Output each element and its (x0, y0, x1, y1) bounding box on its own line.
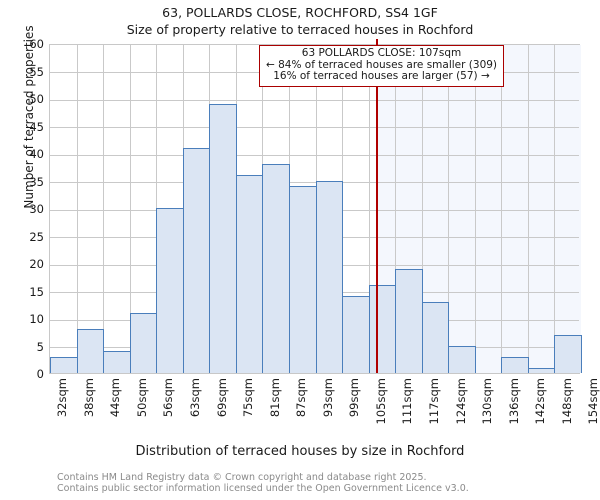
property-marker-line (50, 39, 579, 373)
y-tick-label: 50 (29, 92, 44, 106)
x-tick-label: 154sqm (586, 378, 600, 425)
histogram-bar (554, 334, 582, 373)
gridline-vertical (422, 45, 423, 373)
gridline-vertical (528, 45, 529, 373)
x-tick-label: 75sqm (241, 378, 256, 418)
attribution-footer: Contains HM Land Registry data © Crown c… (57, 472, 577, 494)
gridline-vertical (475, 45, 476, 373)
y-tick-label: 5 (36, 339, 44, 354)
y-tick-label: 45 (29, 119, 44, 134)
x-tick-label: 87sqm (294, 378, 309, 418)
x-tick-label: 136sqm (506, 378, 521, 425)
x-tick-label: 99sqm (347, 378, 362, 418)
y-tick-label: 60 (29, 37, 44, 51)
gridline-vertical (448, 45, 449, 373)
y-tick-label: 20 (29, 257, 44, 271)
x-tick-label: 93sqm (320, 378, 335, 418)
histogram-bar (77, 329, 104, 373)
x-tick-label: 111sqm (400, 378, 415, 425)
histogram-bar (395, 268, 423, 373)
footer-line-2: Contains public sector information licen… (57, 483, 469, 494)
x-tick-label: 130sqm (480, 378, 495, 425)
plot-area (49, 39, 582, 374)
x-tick-label: 44sqm (108, 378, 123, 418)
histogram-bars (50, 45, 582, 373)
histogram-bar (422, 301, 449, 373)
y-tick-label: 55 (29, 64, 44, 79)
gridline-horizontal (50, 99, 579, 101)
gridline-vertical (501, 45, 502, 373)
page-subtitle: Size of property relative to terraced ho… (126, 22, 474, 37)
gridline-vertical (554, 45, 555, 373)
x-tick-label: 69sqm (214, 378, 229, 418)
x-axis-ticks: 32sqm 38sqm 44sqm 50sqm 56sqm 63sqm 69sqm 75sqm… (49, 378, 600, 440)
histogram-bar (183, 147, 210, 373)
histogram-bar (501, 356, 529, 373)
x-tick-label: 32sqm (55, 378, 70, 418)
y-tick-label: 30 (29, 202, 44, 216)
x-tick-label: 124sqm (453, 378, 468, 425)
x-tick-label: 148sqm (559, 378, 574, 425)
gridline-vertical (130, 45, 131, 373)
x-tick-label: 81sqm (267, 378, 282, 418)
gridline-vertical (77, 45, 78, 373)
x-tick-label: 50sqm (134, 378, 149, 418)
histogram-bar (448, 345, 476, 373)
x-tick-label: 105sqm (373, 378, 388, 425)
gridline-horizontal (50, 154, 579, 156)
marker-connector (376, 39, 379, 45)
annotation-line-1: 63 POLLARDS CLOSE: 107sqm (301, 47, 462, 59)
y-tick-label: 25 (29, 229, 44, 244)
histogram-bar (316, 180, 343, 373)
y-axis-ticks: 0 5 10 15 20 25 30 35 40 45 50 55 60 (0, 38, 44, 380)
annotation-line-3: 16% of terraced houses are larger (57) → (273, 70, 490, 83)
gridline-vertical (103, 45, 104, 373)
property-annotation-box: 63 POLLARDS CLOSE: 107sqm ← 84% of terra… (259, 45, 504, 87)
y-axis-label: Number of terraced properties (22, 25, 36, 209)
y-tick-label: 0 (36, 367, 44, 381)
y-tick-label: 10 (29, 312, 44, 326)
vertical-marker-line (376, 45, 379, 373)
gridline-horizontal (50, 127, 579, 128)
histogram-bar (156, 208, 184, 373)
x-tick-label: 38sqm (81, 378, 96, 418)
histogram-bar (369, 285, 396, 373)
gridline-horizontal (50, 182, 579, 183)
page-title: 63, POLLARDS CLOSE, ROCHFORD, SS4 1GF (162, 5, 438, 20)
x-tick-label: 63sqm (188, 378, 203, 418)
y-tick-label: 15 (29, 284, 44, 299)
y-tick-label: 40 (29, 147, 44, 161)
x-tick-label: 56sqm (161, 378, 176, 418)
x-axis-label: Distribution of terraced houses by size … (135, 444, 465, 459)
x-tick-label: 142sqm (533, 378, 548, 425)
x-tick-label: 117sqm (426, 378, 441, 425)
annotation-line-2: ← 84% of terraced houses are smaller (30… (265, 58, 498, 71)
footer-line-1: Contains HM Land Registry data © Crown c… (57, 472, 427, 483)
y-tick-label: 35 (29, 174, 44, 189)
gridline-vertical (369, 45, 370, 373)
gridline-vertical (395, 45, 396, 373)
histogram-bar (236, 175, 263, 373)
chart-title-block: 63, POLLARDS CLOSE, ROCHFORD, SS4 1GF Si… (0, 4, 600, 38)
